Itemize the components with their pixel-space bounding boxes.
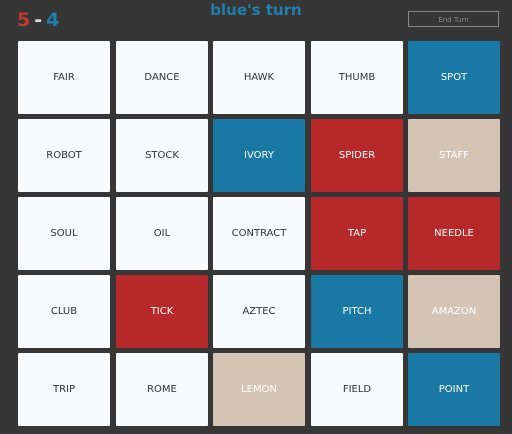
card[interactable]: IVORY — [213, 119, 305, 192]
card[interactable]: POINT — [408, 353, 500, 426]
score: 5-4 — [17, 9, 59, 31]
card[interactable]: HAWK — [213, 41, 305, 114]
card[interactable]: SPOT — [408, 41, 500, 114]
card[interactable]: ROME — [116, 353, 208, 426]
card[interactable]: LEMON — [213, 353, 305, 426]
card[interactable]: AMAZON — [408, 275, 500, 348]
end-turn-button[interactable]: End Turn — [408, 11, 499, 27]
card[interactable]: THUMB — [311, 41, 403, 114]
card[interactable]: SPIDER — [311, 119, 403, 192]
card[interactable]: TRIP — [18, 353, 110, 426]
card[interactable]: CLUB — [18, 275, 110, 348]
card[interactable]: CONTRACT — [213, 197, 305, 270]
card[interactable]: PITCH — [311, 275, 403, 348]
card[interactable]: OIL — [116, 197, 208, 270]
card[interactable]: ROBOT — [18, 119, 110, 192]
card[interactable]: FAIR — [18, 41, 110, 114]
score-separator: - — [34, 9, 43, 31]
card[interactable]: STOCK — [116, 119, 208, 192]
card[interactable]: FIELD — [311, 353, 403, 426]
turn-indicator: blue's turn — [210, 1, 302, 19]
red-score: 5 — [17, 9, 31, 31]
card[interactable]: TAP — [311, 197, 403, 270]
card[interactable]: SOUL — [18, 197, 110, 270]
card[interactable]: DANCE — [116, 41, 208, 114]
card[interactable]: AZTEC — [213, 275, 305, 348]
card[interactable]: TICK — [116, 275, 208, 348]
card[interactable]: STAFF — [408, 119, 500, 192]
card[interactable]: NEEDLE — [408, 197, 500, 270]
blue-score: 4 — [46, 9, 60, 31]
